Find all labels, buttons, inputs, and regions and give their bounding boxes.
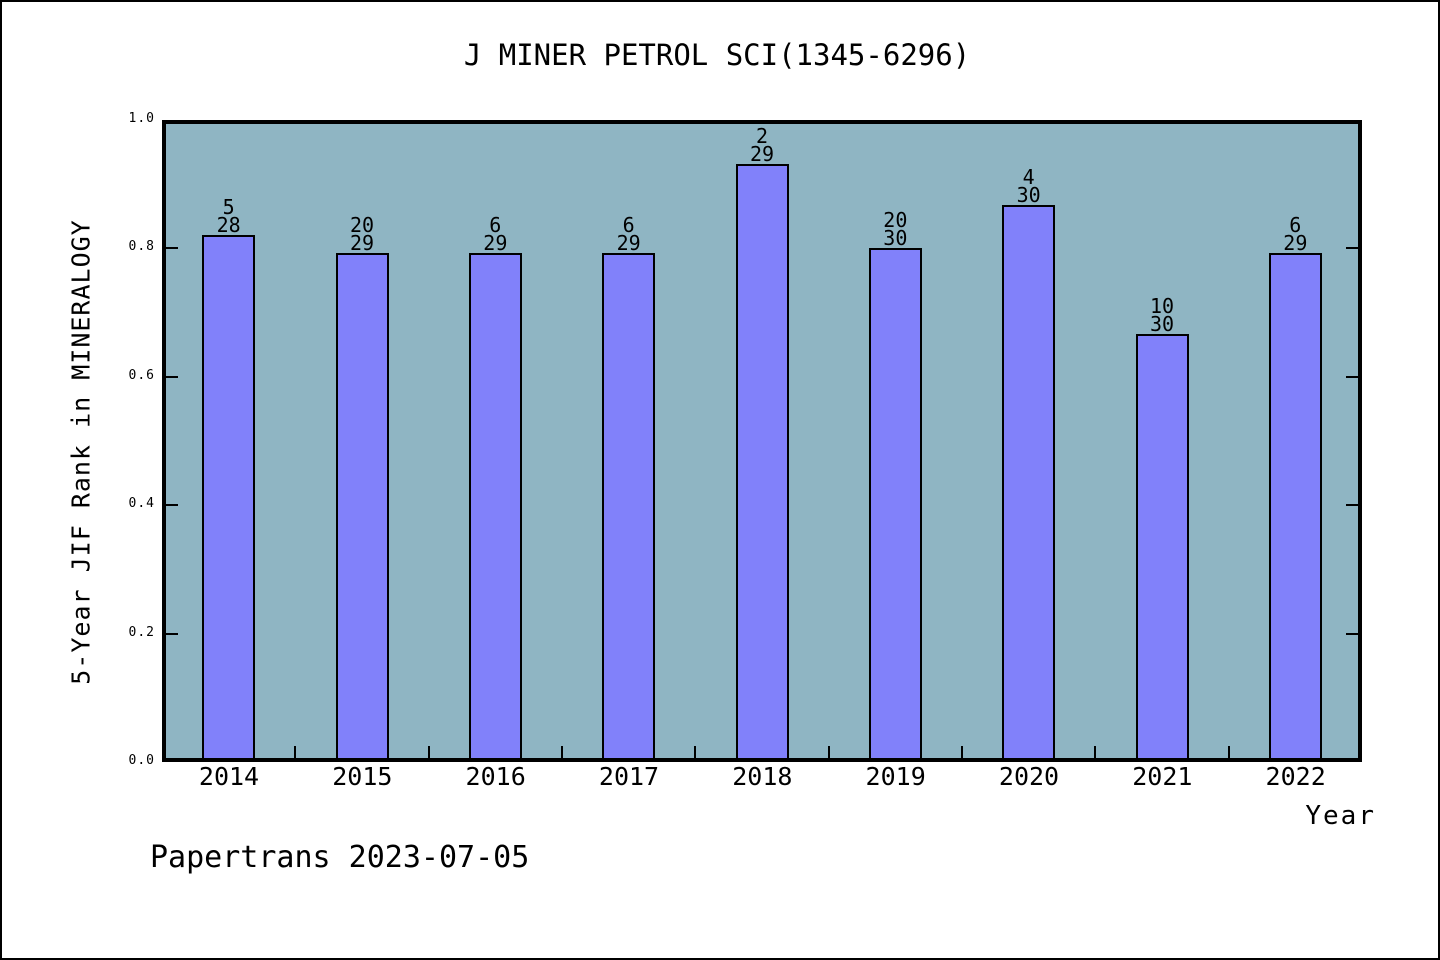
rank-denominator: 29 [616, 231, 641, 255]
x-tick-label-2014: 2014 [198, 762, 260, 791]
x-axis-tick [561, 746, 563, 758]
x-tick-label-2018: 2018 [732, 762, 793, 791]
chart-title: J MINER PETROL SCI(1345-6296) [463, 38, 971, 72]
rank-denominator: 30 [883, 226, 908, 250]
rank-denominator: 30 [1016, 183, 1041, 207]
bar-rank-label: 10 30 [1149, 294, 1175, 336]
rank-numerator: 4 [1022, 165, 1035, 189]
y-axis-tick [1346, 375, 1358, 378]
bar-2014: 5 28 [202, 197, 256, 758]
rank-numerator: 6 [489, 213, 502, 237]
bar-2019: 20 30 [868, 210, 922, 758]
bar-rank-label: 2 29 [749, 124, 775, 166]
rank-numerator: 6 [1289, 213, 1302, 237]
rank-numerator: 2 [755, 124, 769, 148]
plot-area: 5 28 20 29 6 29 6 29 2 29 20 30 4 30 10 30 6 29 [162, 120, 1362, 762]
bar-2021: 10 30 [1135, 296, 1189, 758]
rank-numerator: 5 [222, 195, 235, 219]
x-axis-tick [694, 746, 697, 758]
y-tick-label-0.0: 0.0 [128, 753, 155, 768]
rank-denominator: 30 [1149, 312, 1175, 336]
bar-2016: 6 29 [468, 215, 522, 758]
rank-denominator: 29 [1283, 231, 1308, 255]
bar-2018: 2 29 [735, 126, 789, 758]
bar-rank-label: 20 29 [349, 213, 375, 255]
y-tick-label-0.4: 0.4 [128, 496, 155, 512]
x-tick-label-2016: 2016 [465, 762, 526, 791]
bar-2015: 20 29 [335, 215, 389, 758]
x-tick-label-2020: 2020 [998, 762, 1060, 791]
y-axis-tick [1346, 504, 1358, 507]
x-axis-tick [1094, 746, 1097, 758]
x-tick-label-2022: 2022 [1265, 762, 1326, 791]
y-axis-tick [166, 504, 178, 507]
y-axis-tick [166, 375, 178, 378]
x-tick-label-2017: 2017 [598, 762, 660, 791]
x-axis-tick [827, 746, 830, 758]
y-axis-title: 5-Year JIF Rank in MINERALOGY [66, 219, 96, 685]
bar-2017: 6 29 [602, 215, 656, 758]
y-axis-tick [1346, 632, 1358, 635]
bar-2020: 4 30 [1002, 167, 1056, 758]
bar-rank-label: 6 29 [616, 213, 641, 255]
x-axis-tick [1227, 746, 1230, 758]
rank-numerator: 6 [622, 213, 635, 237]
rank-denominator: 29 [483, 231, 508, 255]
y-axis-tick [1346, 247, 1358, 250]
x-tick-label-2019: 2019 [865, 762, 926, 791]
x-tick-label-2021: 2021 [1132, 762, 1193, 791]
rank-numerator: 20 [883, 208, 908, 232]
x-axis-tick [961, 746, 963, 758]
bar-rank-label: 20 30 [883, 208, 908, 250]
y-tick-label-0.6: 0.6 [128, 367, 155, 383]
x-tick-label-2015: 2015 [332, 762, 393, 791]
rank-numerator: 10 [1149, 294, 1175, 318]
bar-2022: 6 29 [1268, 215, 1322, 758]
bar-rank-label: 4 30 [1016, 165, 1041, 207]
rank-denominator: 29 [349, 231, 375, 255]
bar-rank-label: 5 28 [216, 195, 241, 237]
rank-denominator: 28 [216, 213, 241, 237]
watermark-text: Papertrans 2023-07-05 [150, 840, 530, 875]
y-axis-tick [166, 247, 178, 250]
y-tick-label-0.2: 0.2 [128, 624, 155, 640]
y-tick-label-0.8: 0.8 [128, 239, 155, 255]
x-axis-title: Year [1305, 801, 1376, 831]
rank-denominator: 29 [749, 142, 775, 166]
y-tick-label-1.0: 1.0 [128, 111, 155, 126]
y-axis-tick [166, 632, 178, 635]
bar-rank-label: 6 29 [1283, 213, 1308, 255]
x-axis-tick [427, 746, 430, 758]
rank-numerator: 20 [349, 213, 375, 237]
x-axis-tick [294, 746, 297, 758]
bar-rank-label: 6 29 [483, 213, 508, 255]
